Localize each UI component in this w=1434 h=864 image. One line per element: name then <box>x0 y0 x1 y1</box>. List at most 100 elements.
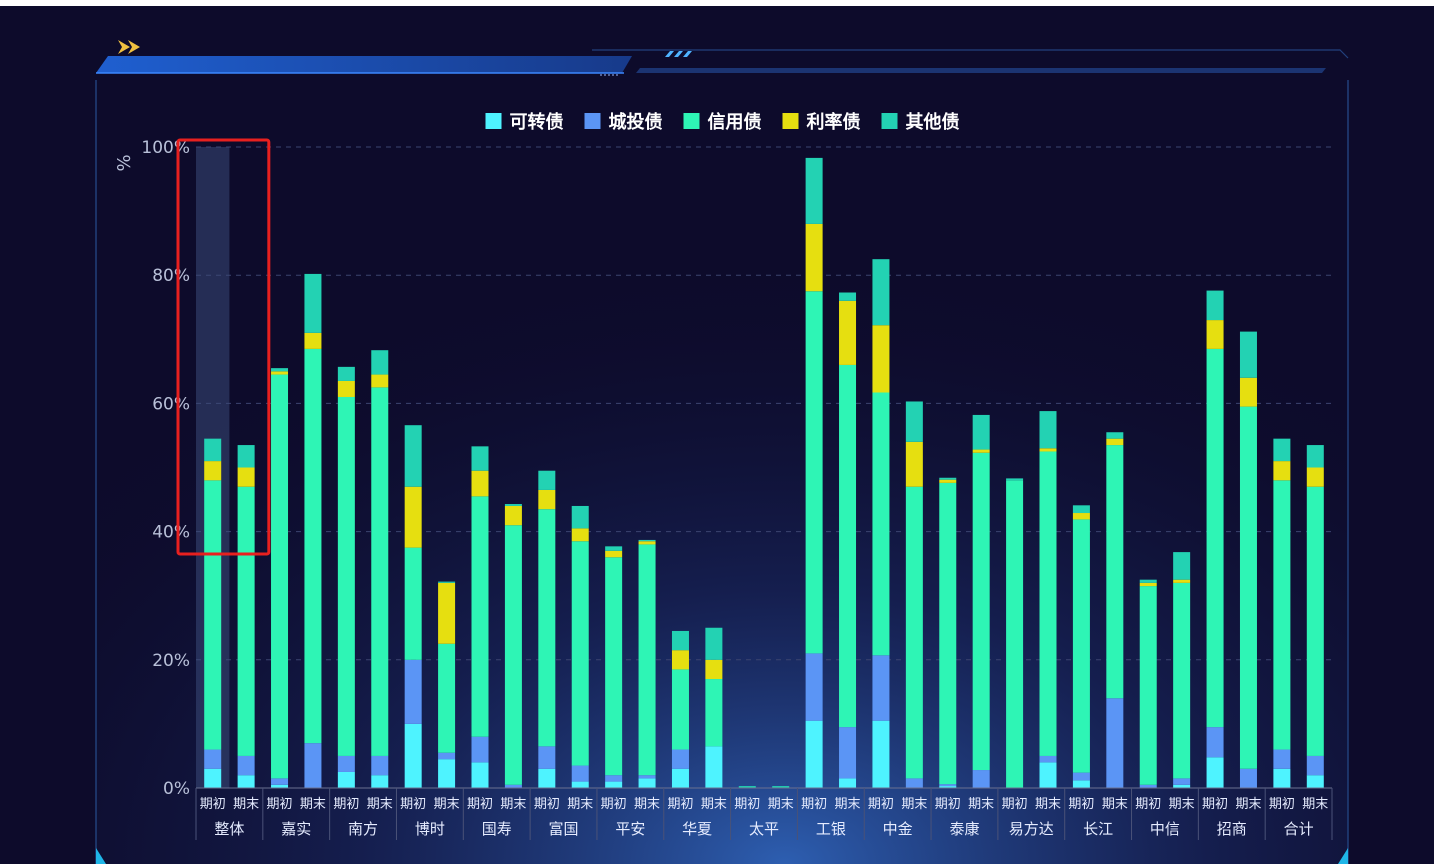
bar-segment <box>638 539 656 542</box>
group-label: 工银 <box>816 820 846 838</box>
bar-segment <box>1106 432 1124 439</box>
legend-swatch[interactable] <box>683 113 700 129</box>
bar-segment <box>605 550 623 558</box>
bar-segment <box>805 720 823 788</box>
bar-segment <box>1173 784 1191 788</box>
bar-segment <box>438 581 456 583</box>
bar-series <box>204 157 1324 788</box>
bar-segment <box>1106 445 1124 699</box>
bar-segment <box>1239 768 1257 788</box>
bar-segment <box>271 371 289 375</box>
x-tick-label: 期末 <box>367 797 393 812</box>
bar-segment <box>471 496 489 737</box>
x-tick-label: 期末 <box>1235 797 1261 812</box>
bar-segment <box>1239 331 1257 378</box>
x-tick-label: 期末 <box>968 797 994 812</box>
bar-segment <box>1139 579 1157 583</box>
bar-segment <box>471 470 489 497</box>
bar-segment <box>1206 320 1224 349</box>
bar-segment <box>271 374 289 779</box>
bar-segment <box>671 768 689 788</box>
bar-segment <box>1173 552 1191 580</box>
y-tick-label: 80% <box>152 266 190 286</box>
group-label: 整体 <box>214 820 244 838</box>
bar-segment <box>571 541 589 766</box>
panel-header <box>96 40 1349 76</box>
legend-swatch[interactable] <box>584 113 601 129</box>
legend-swatch[interactable] <box>782 113 799 129</box>
x-tick-label: 期初 <box>1269 797 1295 812</box>
legend-swatch[interactable] <box>485 113 502 129</box>
x-tick-label: 期末 <box>701 797 727 812</box>
bar-segment <box>605 781 623 788</box>
y-axis-label: % <box>114 154 135 171</box>
bar-segment <box>638 775 656 779</box>
bar-segment <box>204 461 222 481</box>
bar-segment <box>905 486 923 779</box>
bar-segment <box>738 786 756 788</box>
legend-swatch[interactable] <box>881 113 898 129</box>
group-label: 太平 <box>749 820 779 838</box>
top-white-strip <box>0 0 1434 6</box>
bar-segment <box>705 679 723 747</box>
x-tick-label: 期末 <box>1169 797 1195 812</box>
x-axis: 期初 期末 期初 期末 期初 期末 期初 期末 期初 期末 期初 期末 期初 期末 期初 期末 期初 期末 期初 期末… <box>195 787 1333 840</box>
x-tick-label: 期末 <box>500 797 526 812</box>
bar-segment <box>805 653 823 721</box>
bar-segment <box>404 659 422 724</box>
bar-segment <box>905 441 923 487</box>
bar-segment <box>671 630 689 651</box>
x-tick-label: 期初 <box>467 797 493 812</box>
bar-segment <box>271 778 289 785</box>
y-tick-label: 20% <box>152 651 190 671</box>
bar-segment <box>772 786 790 788</box>
bar-segment <box>571 781 589 788</box>
bar-segment <box>471 762 489 788</box>
bar-segment <box>504 504 522 506</box>
bar-segment <box>504 505 522 526</box>
bar-segment <box>939 784 957 787</box>
y-axis: % 0%20%40%60%80%100% <box>114 138 190 799</box>
bar-segment <box>538 470 556 490</box>
chart-legend: 可转债 城投债 信用债 利率债 其他债 <box>485 111 960 133</box>
group-label: 招商 <box>1217 820 1247 838</box>
legend-label[interactable]: 其他债 <box>906 111 960 133</box>
bar-segment <box>638 778 656 788</box>
bar-segment <box>805 157 823 224</box>
legend-label[interactable]: 城投债 <box>609 111 663 133</box>
legend-label[interactable]: 信用债 <box>708 111 762 133</box>
bar-segment <box>1139 586 1157 785</box>
bar-segment <box>337 366 355 381</box>
bar-segment <box>438 643 456 753</box>
bar-segment <box>1106 438 1124 446</box>
x-tick-label: 期初 <box>400 797 426 812</box>
bar-segment <box>404 547 422 660</box>
bar-segment <box>571 765 589 782</box>
bar-segment <box>839 778 857 788</box>
legend-label[interactable]: 利率债 <box>807 111 861 133</box>
legend-label[interactable]: 可转债 <box>510 111 564 133</box>
bar-segment <box>337 771 355 788</box>
bar-segment <box>905 778 923 788</box>
x-tick-label: 期初 <box>801 797 827 812</box>
bar-segment <box>972 770 990 788</box>
bar-segment <box>1072 505 1090 514</box>
bar-segment <box>805 223 823 292</box>
bar-segment <box>237 486 255 756</box>
x-tick-label: 期初 <box>734 797 760 812</box>
bar-segment <box>404 486 422 548</box>
bar-segment <box>872 655 890 721</box>
bar-segment <box>337 380 355 397</box>
chevron-right-icon <box>118 40 140 54</box>
bar-segment <box>1173 579 1191 583</box>
group-label: 华夏 <box>682 820 712 838</box>
bar-segment <box>1306 775 1324 788</box>
bar-segment <box>404 723 422 788</box>
bar-segment <box>371 775 389 788</box>
bar-segment <box>304 743 322 788</box>
y-tick-label: 0% <box>163 779 190 799</box>
bar-segment <box>939 477 957 480</box>
x-tick-label: 期末 <box>634 797 660 812</box>
bar-segment <box>1206 757 1224 788</box>
